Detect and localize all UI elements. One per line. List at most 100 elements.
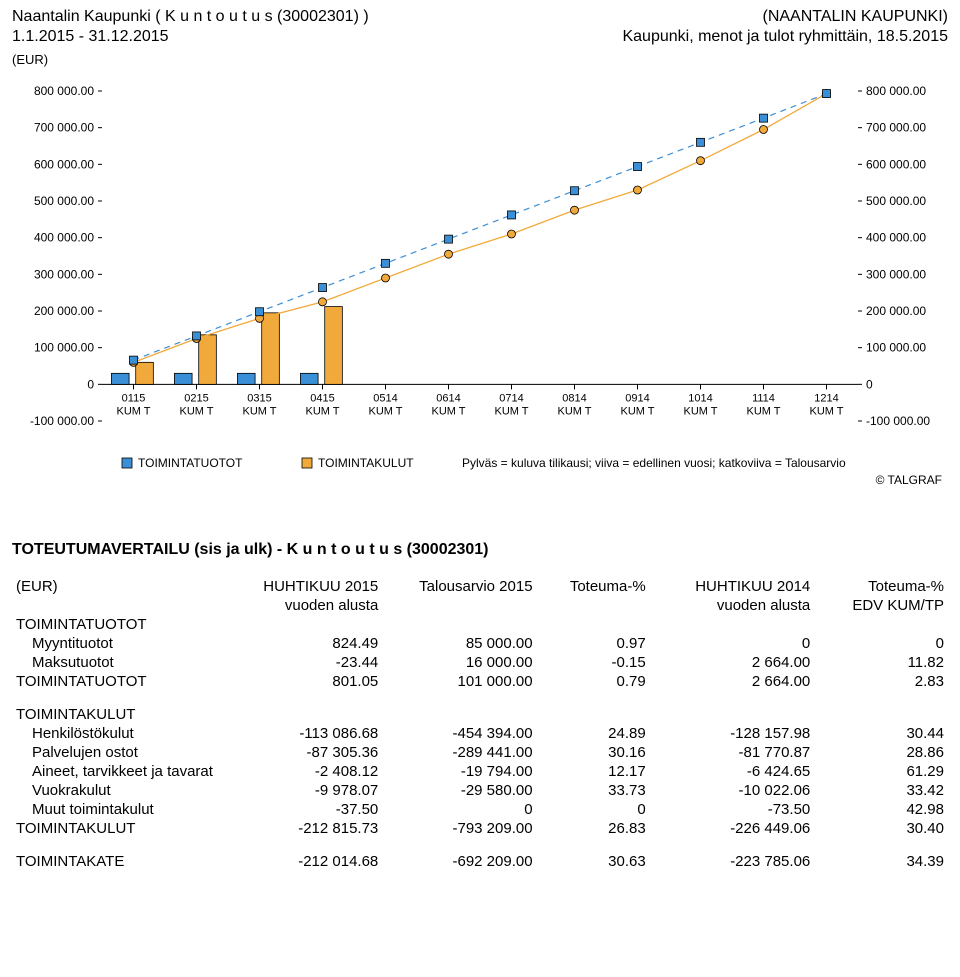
grand-label: TOIMINTAKATE xyxy=(12,852,228,871)
cell: 34.39 xyxy=(814,852,948,871)
svg-text:TOIMINTAKULUT: TOIMINTAKULUT xyxy=(318,456,414,470)
col-header-eur: (EUR) xyxy=(12,577,228,596)
svg-text:-100 000.00: -100 000.00 xyxy=(866,414,930,428)
cell: 24.89 xyxy=(537,724,650,743)
cell: -454 394.00 xyxy=(382,724,536,743)
svg-text:600 000.00: 600 000.00 xyxy=(34,157,94,171)
svg-text:1014: 1014 xyxy=(688,392,712,404)
row-label: Vuokrakulut xyxy=(12,781,228,800)
svg-text:KUM T: KUM T xyxy=(368,405,402,417)
cell: -0.15 xyxy=(537,653,650,672)
cell: 2.83 xyxy=(814,672,948,691)
page-header: Naantalin Kaupunki ( K u n t o u t u s (… xyxy=(12,8,948,26)
table-title: TOTEUTUMAVERTAILU (sis ja ulk) - K u n t… xyxy=(12,541,948,559)
group2-label: TOIMINTAKULUT xyxy=(12,705,228,724)
group2-label-row: TOIMINTAKULUT xyxy=(12,705,948,724)
col-header-4b: vuoden alusta xyxy=(650,596,815,615)
col-header-1a: HUHTIKUU 2015 xyxy=(228,577,382,596)
cell: 85 000.00 xyxy=(382,634,536,653)
svg-text:400 000.00: 400 000.00 xyxy=(866,231,926,245)
row-label: Henkilöstökulut xyxy=(12,724,228,743)
svg-text:400 000.00: 400 000.00 xyxy=(34,231,94,245)
svg-text:0315: 0315 xyxy=(247,392,271,404)
cell: -2 408.12 xyxy=(228,762,382,781)
group1-total-row: TOIMINTATUOTOT 801.05 101 000.00 0.79 2 … xyxy=(12,672,948,691)
svg-text:KUM T: KUM T xyxy=(809,405,843,417)
cell: 2 664.00 xyxy=(650,672,815,691)
cell: 824.49 xyxy=(228,634,382,653)
table-row: Muut toimintakulut-37.5000-73.5042.98 xyxy=(12,800,948,819)
svg-text:KUM T: KUM T xyxy=(620,405,654,417)
row-label: Maksutuotot xyxy=(12,653,228,672)
table-header-row-1: (EUR) HUHTIKUU 2015 Talousarvio 2015 Tot… xyxy=(12,577,948,596)
cell: 26.83 xyxy=(537,819,650,838)
table-row: Palvelujen ostot-87 305.36-289 441.0030.… xyxy=(12,743,948,762)
cell: -9 978.07 xyxy=(228,781,382,800)
col-header-5a: Toteuma-% xyxy=(814,577,948,596)
cell: -289 441.00 xyxy=(382,743,536,762)
table-row: Maksutuotot-23.4416 000.00-0.152 664.001… xyxy=(12,653,948,672)
svg-text:0215: 0215 xyxy=(184,392,208,404)
svg-text:500 000.00: 500 000.00 xyxy=(866,194,926,208)
data-table: (EUR) HUHTIKUU 2015 Talousarvio 2015 Tot… xyxy=(12,577,948,871)
cell: -212 014.68 xyxy=(228,852,382,871)
cell: 0.79 xyxy=(537,672,650,691)
row-label: Palvelujen ostot xyxy=(12,743,228,762)
cell: 101 000.00 xyxy=(382,672,536,691)
svg-text:600 000.00: 600 000.00 xyxy=(866,157,926,171)
svg-text:500 000.00: 500 000.00 xyxy=(34,194,94,208)
svg-text:0115: 0115 xyxy=(122,392,146,404)
cell: -23.44 xyxy=(228,653,382,672)
cell: -29 580.00 xyxy=(382,781,536,800)
table-header-row-2: vuoden alusta vuoden alusta EDV KUM/TP xyxy=(12,596,948,615)
cell: 16 000.00 xyxy=(382,653,536,672)
cell: 0 xyxy=(537,800,650,819)
svg-text:KUM T: KUM T xyxy=(494,405,528,417)
cell: -226 449.06 xyxy=(650,819,815,838)
cell: -10 022.06 xyxy=(650,781,815,800)
svg-text:0814: 0814 xyxy=(562,392,586,404)
svg-text:300 000.00: 300 000.00 xyxy=(866,267,926,281)
cell: 11.82 xyxy=(814,653,948,672)
cell: 28.86 xyxy=(814,743,948,762)
svg-text:0: 0 xyxy=(866,377,873,391)
chart-container: 800 000.00800 000.00700 000.00700 000.00… xyxy=(12,71,948,501)
table-row: Vuokrakulut-9 978.07-29 580.0033.73-10 0… xyxy=(12,781,948,800)
group2-total-label: TOIMINTAKULUT xyxy=(12,819,228,838)
group1-label-row: TOIMINTATUOTOT xyxy=(12,615,948,634)
svg-text:0514: 0514 xyxy=(373,392,397,404)
svg-text:1114: 1114 xyxy=(752,392,775,404)
cell: -212 815.73 xyxy=(228,819,382,838)
cell: -223 785.06 xyxy=(650,852,815,871)
cell: 30.40 xyxy=(814,819,948,838)
currency-label: (EUR) xyxy=(12,52,948,67)
group1-total-label: TOIMINTATUOTOT xyxy=(12,672,228,691)
svg-text:KUM T: KUM T xyxy=(683,405,717,417)
chart-svg: 800 000.00800 000.00700 000.00700 000.00… xyxy=(12,71,948,501)
cell: -87 305.36 xyxy=(228,743,382,762)
col-header-4a: HUHTIKUU 2014 xyxy=(650,577,815,596)
cell: -793 209.00 xyxy=(382,819,536,838)
svg-text:KUM T: KUM T xyxy=(179,405,213,417)
cell: -37.50 xyxy=(228,800,382,819)
cell: 801.05 xyxy=(228,672,382,691)
header-left-title: Naantalin Kaupunki ( K u n t o u t u s (… xyxy=(12,8,369,26)
svg-text:-100 000.00: -100 000.00 xyxy=(30,414,94,428)
svg-text:100 000.00: 100 000.00 xyxy=(866,341,926,355)
svg-text:300 000.00: 300 000.00 xyxy=(34,267,94,281)
cell: 0.97 xyxy=(537,634,650,653)
cell: -81 770.87 xyxy=(650,743,815,762)
group2-total-row: TOIMINTAKULUT -212 815.73 -793 209.00 26… xyxy=(12,819,948,838)
svg-text:Pylväs = kuluva tilikausi; vii: Pylväs = kuluva tilikausi; viiva = edell… xyxy=(462,456,846,470)
cell: 33.42 xyxy=(814,781,948,800)
svg-text:KUM T: KUM T xyxy=(557,405,591,417)
svg-text:© TALGRAF: © TALGRAF xyxy=(876,473,942,487)
cell: -6 424.65 xyxy=(650,762,815,781)
cell: 0 xyxy=(382,800,536,819)
header-right-title: (NAANTALIN KAUPUNKI) xyxy=(762,8,948,26)
cell: 30.63 xyxy=(537,852,650,871)
cell: 0 xyxy=(814,634,948,653)
grand-total-row: TOIMINTAKATE -212 014.68 -692 209.00 30.… xyxy=(12,852,948,871)
col-header-2: Talousarvio 2015 xyxy=(382,577,536,596)
svg-text:0614: 0614 xyxy=(436,392,460,404)
